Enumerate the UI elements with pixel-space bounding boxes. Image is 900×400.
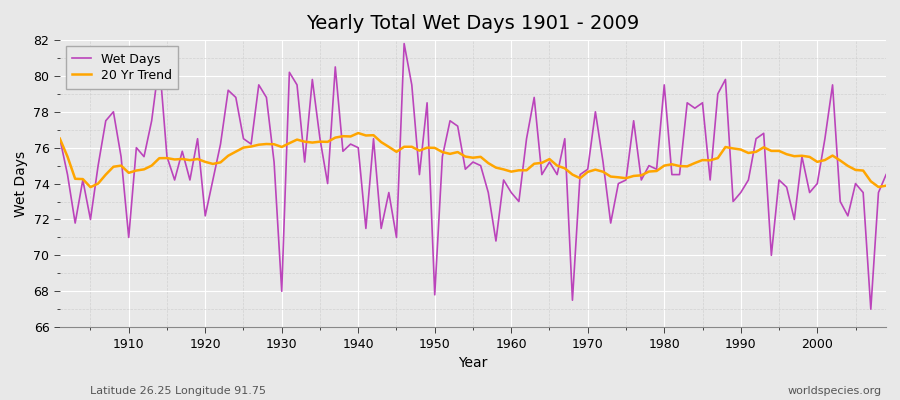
Text: worldspecies.org: worldspecies.org xyxy=(788,386,882,396)
Wet Days xyxy=(606,221,616,226)
Text: Latitude 26.25 Longitude 91.75: Latitude 26.25 Longitude 91.75 xyxy=(90,386,266,396)
Wet Days xyxy=(55,136,66,141)
20 Yr Trend xyxy=(521,168,532,173)
20 Yr Trend xyxy=(613,175,624,180)
Wet Days xyxy=(399,41,410,46)
20 Yr Trend xyxy=(338,134,348,138)
20 Yr Trend xyxy=(292,137,302,142)
Title: Yearly Total Wet Days 1901 - 2009: Yearly Total Wet Days 1901 - 2009 xyxy=(306,14,640,33)
20 Yr Trend xyxy=(123,170,134,175)
20 Yr Trend xyxy=(86,185,96,190)
Wet Days xyxy=(514,199,525,204)
Wet Days xyxy=(866,307,877,312)
Wet Days xyxy=(881,172,892,177)
Wet Days xyxy=(284,70,295,75)
Y-axis label: Wet Days: Wet Days xyxy=(14,150,28,217)
Legend: Wet Days, 20 Yr Trend: Wet Days, 20 Yr Trend xyxy=(66,46,178,88)
20 Yr Trend xyxy=(881,183,892,188)
Wet Days xyxy=(506,190,517,195)
Line: 20 Yr Trend: 20 Yr Trend xyxy=(60,133,886,187)
20 Yr Trend xyxy=(55,136,66,141)
Wet Days xyxy=(330,64,341,69)
Wet Days xyxy=(116,154,127,159)
20 Yr Trend xyxy=(514,168,525,173)
Line: Wet Days: Wet Days xyxy=(60,44,886,309)
X-axis label: Year: Year xyxy=(458,356,488,370)
20 Yr Trend xyxy=(353,131,364,136)
